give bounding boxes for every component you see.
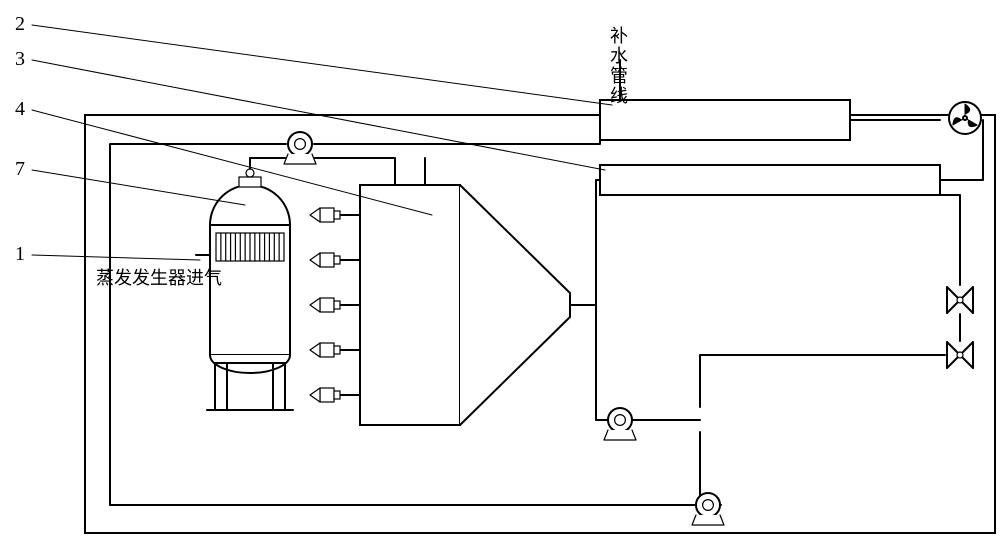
pump-icon	[604, 408, 636, 440]
tank-lower	[600, 165, 940, 195]
svg-text:7: 7	[15, 158, 25, 180]
spray-chamber	[310, 185, 570, 425]
svg-text:蒸发发生器进气: 蒸发发生器进气	[96, 268, 222, 288]
diagram-root: 2 3 4 7 1 蒸发发生器进气 补水管线	[15, 13, 995, 533]
svg-text:补水管线: 补水管线	[608, 26, 628, 106]
pump-icon	[284, 132, 316, 164]
tank-upper	[600, 100, 850, 140]
fan-icon	[949, 102, 981, 134]
svg-text:1: 1	[15, 243, 25, 265]
valve-icon	[947, 287, 973, 313]
svg-text:2: 2	[15, 13, 25, 35]
callouts: 2 3 4 7 1 蒸发发生器进气 补水管线	[15, 13, 628, 288]
valve-icon	[947, 342, 973, 368]
svg-text:4: 4	[15, 98, 25, 120]
svg-text:3: 3	[15, 48, 25, 70]
pump-icon	[692, 493, 724, 525]
